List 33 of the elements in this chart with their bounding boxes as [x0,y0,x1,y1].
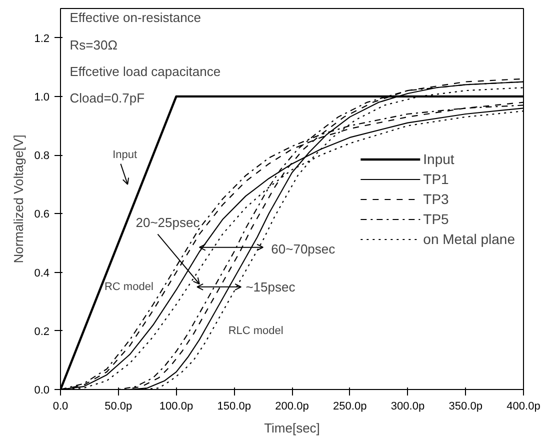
legend-label: TP5 [423,210,449,226]
y-tick-label: 1.0 [34,91,50,104]
x-tick-label: 150.0p [217,400,251,412]
x-tick-label: 400.0p [506,400,540,412]
annotation: RLC model [228,324,284,337]
legend-label: TP1 [423,170,449,186]
x-axis-title: Time[sec] [264,420,320,436]
y-tick-label: 1.2 [34,32,50,45]
annotation: Rs=30Ω [70,38,118,53]
x-tick-label: 100.0p [159,400,194,412]
annotation: Effective on-resistance [70,10,202,25]
x-tick-label: 0.0 [52,400,68,412]
legend-label: Input [423,150,454,166]
x-tick-label: 350.0p [448,400,482,412]
annotation: ~15psec [246,279,296,294]
x-tick-label: 50.0p [104,400,132,412]
x-tick-label: 250.0p [333,400,367,412]
y-tick-label: 0.2 [34,326,50,338]
legend-label: TP3 [423,190,449,206]
annotation: 20~25psec [136,214,200,230]
annotation: Input [112,149,138,162]
annotation: RC model [104,280,154,293]
annotation: Effcetive load capacitance [70,64,221,80]
y-axis-title: Normalized Voltage[V] [11,134,26,264]
annotation: 60~70psec [271,241,336,256]
y-tick-label: 0.6 [34,208,50,221]
y-tick-label: 0.4 [34,267,50,280]
x-tick-label: 200.0p [275,400,309,412]
annotation: Cload=0.7pF [70,90,145,106]
legend-label: on Metal plane [423,230,515,246]
y-tick-label: 0.8 [34,150,50,162]
x-tick-label: 300.0p [390,400,425,412]
y-tick-label: 0.0 [34,384,50,396]
